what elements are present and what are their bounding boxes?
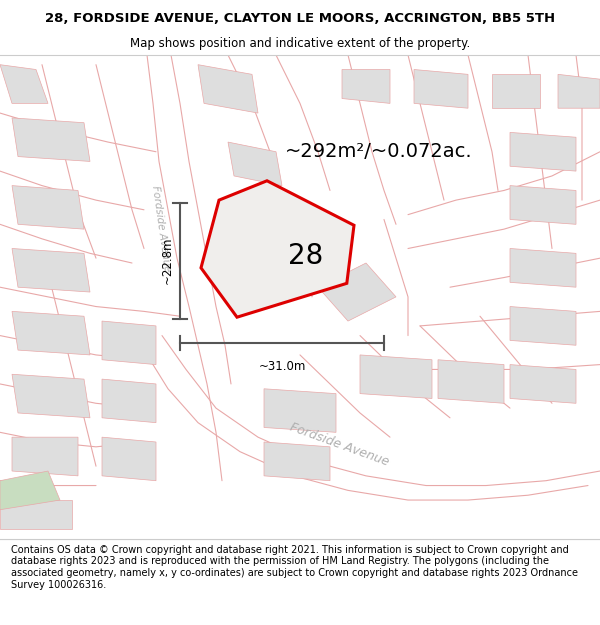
- Text: ~292m²/~0.072ac.: ~292m²/~0.072ac.: [285, 142, 473, 161]
- Text: 28, FORDSIDE AVENUE, CLAYTON LE MOORS, ACCRINGTON, BB5 5TH: 28, FORDSIDE AVENUE, CLAYTON LE MOORS, A…: [45, 12, 555, 25]
- Polygon shape: [264, 210, 348, 272]
- Polygon shape: [12, 437, 78, 476]
- Text: Map shows position and indicative extent of the property.: Map shows position and indicative extent…: [130, 38, 470, 51]
- Polygon shape: [264, 442, 330, 481]
- Polygon shape: [228, 142, 282, 186]
- Polygon shape: [510, 186, 576, 224]
- Polygon shape: [201, 181, 354, 318]
- Text: Contains OS data © Crown copyright and database right 2021. This information is : Contains OS data © Crown copyright and d…: [11, 545, 578, 589]
- Polygon shape: [510, 249, 576, 288]
- Polygon shape: [102, 379, 156, 423]
- Polygon shape: [102, 437, 156, 481]
- Polygon shape: [510, 132, 576, 171]
- Polygon shape: [12, 374, 90, 418]
- Polygon shape: [0, 500, 72, 529]
- Polygon shape: [414, 69, 468, 108]
- Text: ~31.0m: ~31.0m: [259, 359, 305, 372]
- Polygon shape: [102, 321, 156, 364]
- Polygon shape: [198, 64, 258, 113]
- Text: Fordside Avenue: Fordside Avenue: [150, 186, 172, 273]
- Polygon shape: [342, 69, 390, 103]
- Text: ~22.8m: ~22.8m: [160, 237, 173, 284]
- Polygon shape: [0, 471, 60, 510]
- Polygon shape: [510, 364, 576, 403]
- Polygon shape: [558, 74, 600, 108]
- Text: Fordside Avenue: Fordside Avenue: [287, 421, 391, 468]
- Polygon shape: [438, 360, 504, 403]
- Polygon shape: [0, 64, 48, 103]
- Polygon shape: [12, 118, 90, 161]
- Text: 28: 28: [289, 242, 323, 270]
- Polygon shape: [360, 355, 432, 399]
- Polygon shape: [12, 249, 90, 292]
- Polygon shape: [264, 389, 336, 432]
- Polygon shape: [12, 311, 90, 355]
- Polygon shape: [510, 306, 576, 345]
- Polygon shape: [12, 186, 84, 229]
- Polygon shape: [318, 263, 396, 321]
- Polygon shape: [492, 74, 540, 108]
